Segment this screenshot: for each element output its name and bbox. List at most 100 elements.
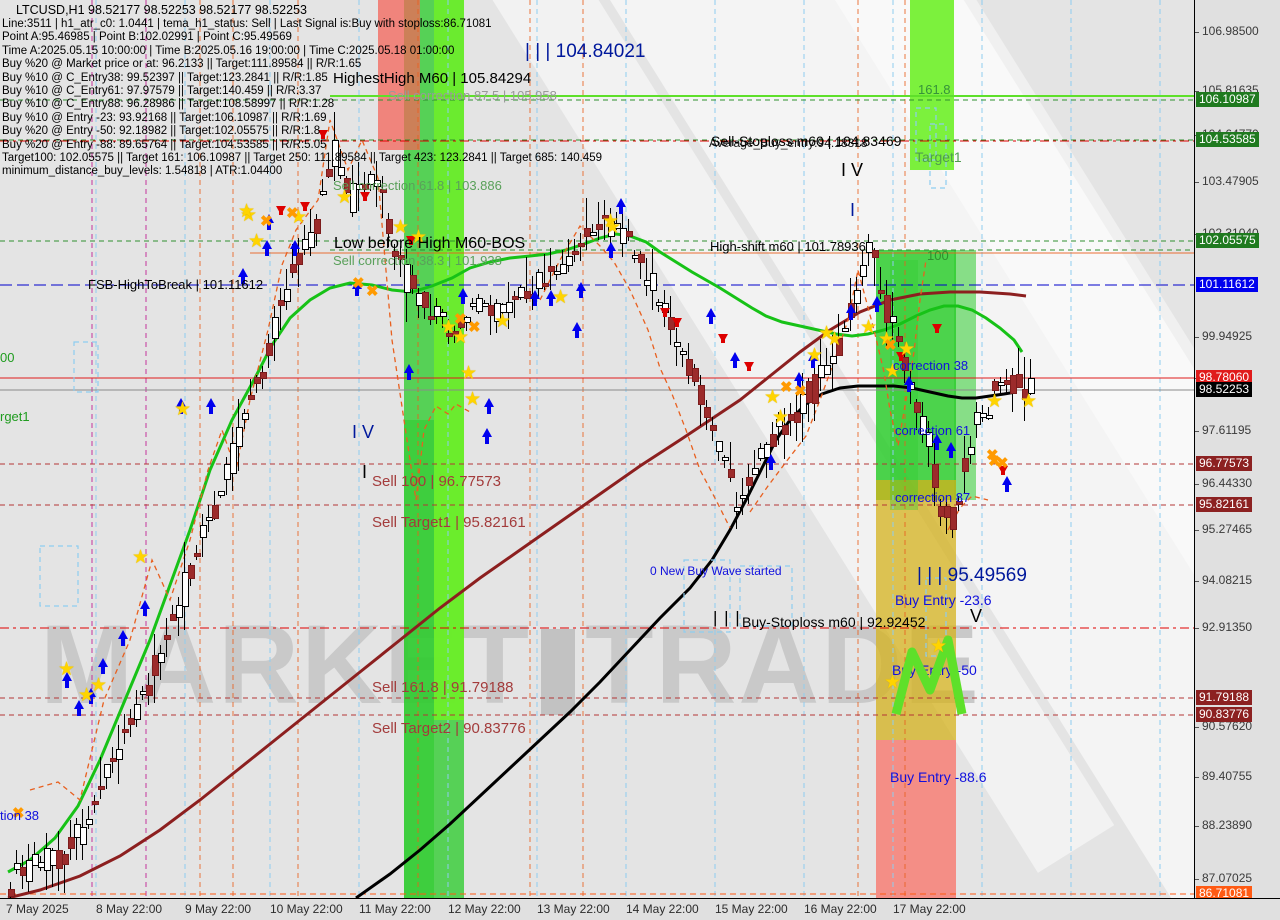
candle-body bbox=[326, 169, 333, 177]
candle-body bbox=[1028, 377, 1035, 395]
symbol-ohlc-row: LTCUSD,H1 98.52177 98.52253 98.52177 98.… bbox=[16, 3, 307, 17]
label-sell-correction-383: Sell correction 38.3 | 101.938 bbox=[333, 253, 502, 268]
candle-body bbox=[842, 327, 849, 332]
candle-body bbox=[770, 433, 777, 448]
info-row: Buy %10 @ C_Entry61: 97.97579 || Target:… bbox=[2, 85, 322, 98]
candle-body bbox=[26, 860, 33, 882]
price-badge[interactable]: 90.83776 bbox=[1196, 707, 1253, 722]
candle-body bbox=[440, 311, 447, 317]
x-marker-icon: ✖ bbox=[468, 319, 481, 336]
price-tick: 95.27465 bbox=[1195, 522, 1252, 536]
star-marker: ★ bbox=[132, 547, 150, 568]
x-marker-icon: ✖ bbox=[454, 311, 467, 328]
candle-body bbox=[86, 819, 93, 826]
time-scale[interactable]: 7 May 2025 8 May 22:00 9 May 22:00 10 May 2… bbox=[0, 898, 1280, 920]
candle-body bbox=[974, 411, 981, 426]
candle-body bbox=[992, 381, 999, 391]
buy-arrow-icon bbox=[98, 658, 108, 674]
buy-arrow-icon bbox=[808, 352, 818, 368]
candle-body bbox=[782, 425, 789, 435]
label-104-84021: | | | 104.84021 bbox=[525, 41, 646, 62]
price-scale[interactable]: 106.98500105.81635104.64770103.47905102.… bbox=[1194, 0, 1280, 901]
buy-arrow-icon bbox=[904, 376, 914, 392]
candle-body bbox=[890, 315, 897, 324]
candle-wick bbox=[916, 398, 917, 430]
price-badge[interactable]: 98.52253 bbox=[1196, 382, 1253, 397]
candle-body bbox=[188, 564, 195, 579]
candle-wick bbox=[844, 320, 845, 331]
buy-arrow-icon bbox=[86, 688, 96, 704]
candle-body bbox=[482, 302, 489, 307]
star-marker: ★ bbox=[772, 407, 790, 428]
candle-body bbox=[248, 395, 255, 400]
price-badge[interactable]: 91.79188 bbox=[1196, 690, 1253, 705]
price-tick: 87.07025 bbox=[1195, 871, 1252, 885]
candle-body bbox=[752, 467, 759, 476]
candle-wick bbox=[442, 308, 443, 328]
candle-body bbox=[860, 264, 867, 278]
candle-wick bbox=[88, 805, 89, 829]
price-tick-label: 87.07025 bbox=[1202, 871, 1253, 885]
candle-wick bbox=[100, 757, 101, 800]
candle-body bbox=[716, 440, 723, 452]
candle-body bbox=[566, 255, 573, 266]
candle-body bbox=[338, 166, 345, 177]
candle-wick bbox=[466, 316, 467, 331]
roman-I-right: I bbox=[850, 200, 856, 220]
buy-arrow-icon bbox=[616, 198, 626, 214]
price-badge[interactable]: 102.05575 bbox=[1196, 233, 1259, 248]
buy-arrow-icon bbox=[706, 308, 716, 324]
candle-body bbox=[308, 232, 315, 249]
price-badge[interactable]: 106.10987 bbox=[1196, 92, 1259, 107]
label-fsb-high-to-break: FSB-HighToBreak | 101.11612 bbox=[88, 277, 264, 292]
candle-body bbox=[464, 316, 471, 323]
candle-body bbox=[212, 505, 219, 519]
candle-wick bbox=[382, 175, 383, 219]
candle-body bbox=[626, 230, 633, 238]
candle-body bbox=[236, 426, 243, 448]
label-95-49569: | | | 95.49569 bbox=[917, 565, 1027, 586]
candle-wick bbox=[328, 158, 329, 178]
sell-arrow-icon bbox=[660, 308, 670, 317]
price-tick: 90.57620 bbox=[1195, 719, 1252, 733]
x-marker-icon: ✖ bbox=[780, 379, 793, 396]
star-marker: ★ bbox=[898, 339, 916, 360]
label-highest-high: HighestHigh M60 | 105.84294 bbox=[333, 70, 532, 87]
candle-body bbox=[362, 184, 369, 190]
price-badge[interactable]: 95.82161 bbox=[1196, 497, 1253, 512]
price-badge[interactable]: 98.78060 bbox=[1196, 370, 1253, 385]
label-edge-target1: rget1 bbox=[0, 409, 30, 424]
candle-wick bbox=[676, 327, 677, 367]
star-marker: ★ bbox=[826, 329, 844, 350]
candle-body bbox=[242, 413, 249, 420]
price-badge[interactable]: 104.53585 bbox=[1196, 132, 1259, 147]
candle-wick bbox=[322, 179, 323, 197]
candle-wick bbox=[76, 817, 77, 861]
price-tick: 106.98500 bbox=[1195, 24, 1259, 38]
candle-wick bbox=[874, 247, 875, 287]
candle-body bbox=[332, 139, 339, 167]
candle-body bbox=[152, 654, 159, 677]
x-marker-icon: ✖ bbox=[260, 213, 273, 230]
price-tick: 92.91350 bbox=[1195, 620, 1252, 634]
info-row: Buy %10 @ Entry -23: 93.92168 || Target:… bbox=[2, 111, 327, 124]
candle-body bbox=[698, 385, 705, 406]
candle-body bbox=[962, 457, 969, 473]
candle-wick bbox=[514, 291, 515, 319]
chart-plot-area[interactable]: MARKET TRADE bbox=[0, 0, 1194, 898]
candle-body bbox=[68, 836, 75, 849]
price-badge[interactable]: 86.71081 bbox=[1196, 886, 1253, 901]
star-marker: ★ bbox=[764, 387, 782, 408]
buy-arrow-icon bbox=[206, 398, 216, 414]
label-green-100: 100 bbox=[927, 248, 949, 263]
candle-body bbox=[272, 316, 279, 339]
buy-arrow-icon bbox=[62, 672, 72, 688]
star-marker: ★ bbox=[884, 361, 902, 382]
price-badge[interactable]: 96.77573 bbox=[1196, 456, 1253, 471]
star-marker: ★ bbox=[336, 187, 354, 208]
candle-wick bbox=[616, 211, 617, 231]
label-low-before-high: Low before High M60-BOS bbox=[334, 235, 526, 252]
candle-wick bbox=[544, 253, 545, 291]
price-badge[interactable]: 101.11612 bbox=[1196, 277, 1258, 292]
